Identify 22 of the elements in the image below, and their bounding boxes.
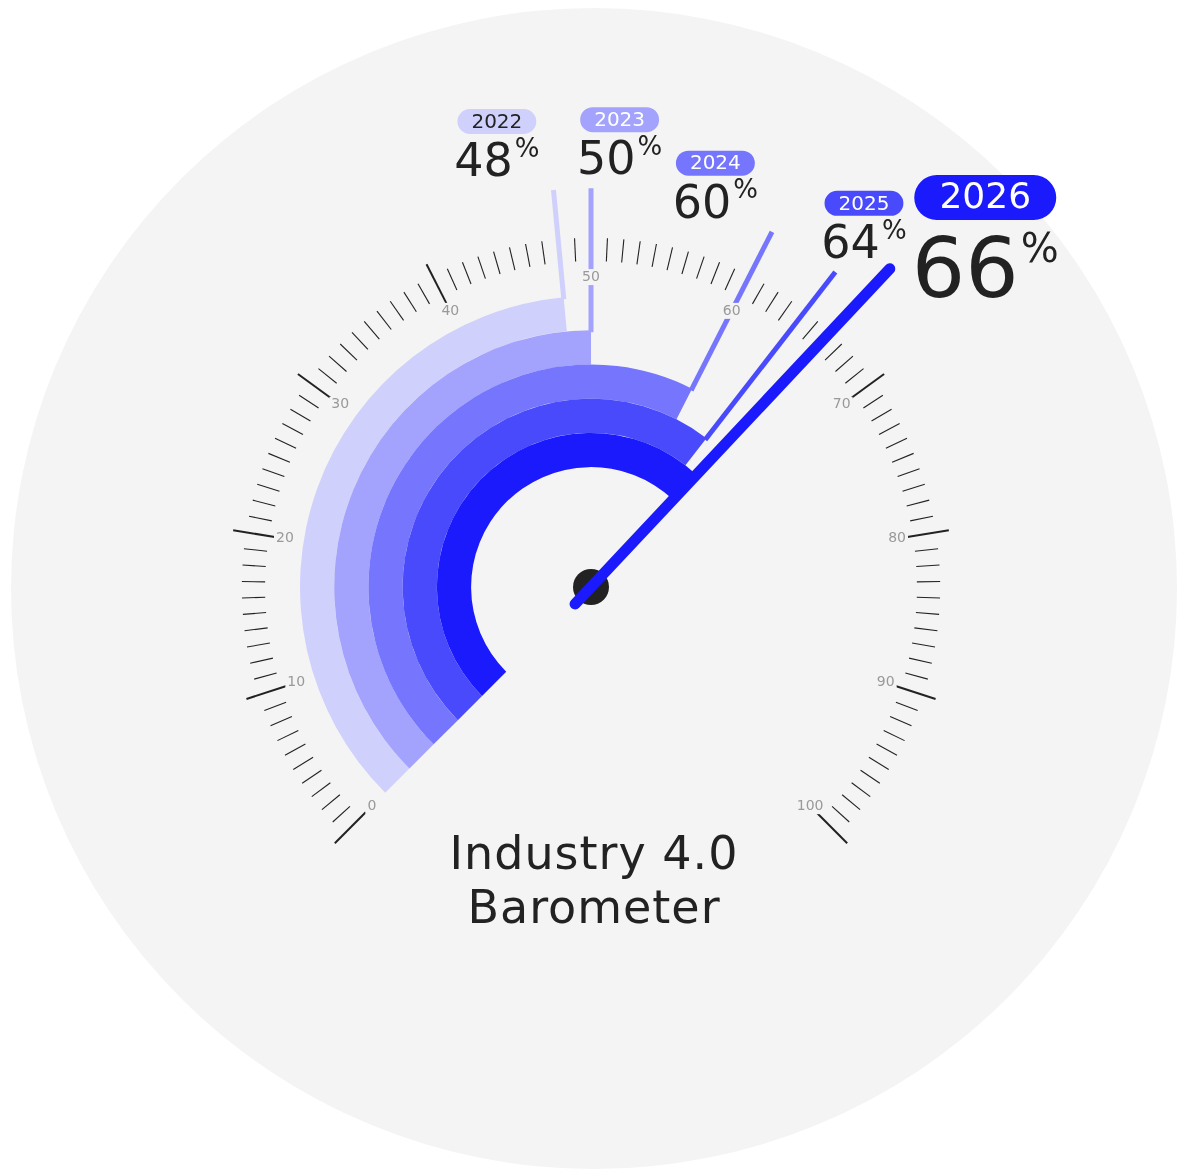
text: Industry 4.0 Barometer [448, 826, 740, 934]
text: 80 [888, 529, 907, 546]
data-label: 50% [577, 131, 663, 186]
text: 40 [441, 301, 460, 318]
data-label: 48% [454, 132, 540, 188]
category-label: 2025 [838, 190, 890, 215]
category-label: 2023 [594, 106, 646, 131]
data-label: 66% [911, 218, 1059, 317]
data-label: 60% [672, 174, 759, 229]
text: 20 [275, 529, 294, 546]
category-label: 2024 [689, 150, 741, 175]
category-label: 2026 [939, 174, 1032, 216]
text: 30 [331, 395, 350, 412]
text: 0 [367, 796, 377, 813]
text: 50 [582, 267, 600, 284]
category-label: 2022 [471, 108, 523, 133]
text: 90 [876, 673, 895, 690]
text: 70 [832, 395, 851, 412]
text: 10 [287, 673, 306, 690]
data-label: 64% [821, 214, 907, 269]
text: 100 [796, 796, 824, 813]
text: 60 [722, 301, 741, 318]
